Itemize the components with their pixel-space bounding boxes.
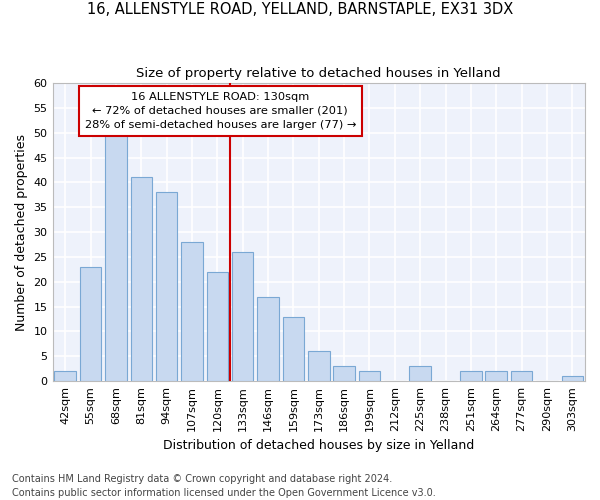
Bar: [131, 178, 152, 381]
Bar: [257, 296, 279, 381]
Bar: [105, 132, 127, 381]
Bar: [55, 371, 76, 381]
X-axis label: Distribution of detached houses by size in Yelland: Distribution of detached houses by size …: [163, 440, 475, 452]
Text: 16, ALLENSTYLE ROAD, YELLAND, BARNSTAPLE, EX31 3DX: 16, ALLENSTYLE ROAD, YELLAND, BARNSTAPLE…: [87, 2, 513, 18]
Bar: [156, 192, 178, 381]
Text: 16 ALLENSTYLE ROAD: 130sqm
← 72% of detached houses are smaller (201)
28% of sem: 16 ALLENSTYLE ROAD: 130sqm ← 72% of deta…: [85, 92, 356, 130]
Bar: [485, 371, 507, 381]
Bar: [232, 252, 253, 381]
Bar: [334, 366, 355, 381]
Bar: [409, 366, 431, 381]
Bar: [308, 352, 329, 381]
Title: Size of property relative to detached houses in Yelland: Size of property relative to detached ho…: [136, 68, 501, 80]
Bar: [460, 371, 482, 381]
Bar: [283, 316, 304, 381]
Bar: [80, 267, 101, 381]
Y-axis label: Number of detached properties: Number of detached properties: [15, 134, 28, 330]
Bar: [359, 371, 380, 381]
Bar: [511, 371, 532, 381]
Bar: [181, 242, 203, 381]
Text: Contains HM Land Registry data © Crown copyright and database right 2024.
Contai: Contains HM Land Registry data © Crown c…: [12, 474, 436, 498]
Bar: [562, 376, 583, 381]
Bar: [206, 272, 228, 381]
